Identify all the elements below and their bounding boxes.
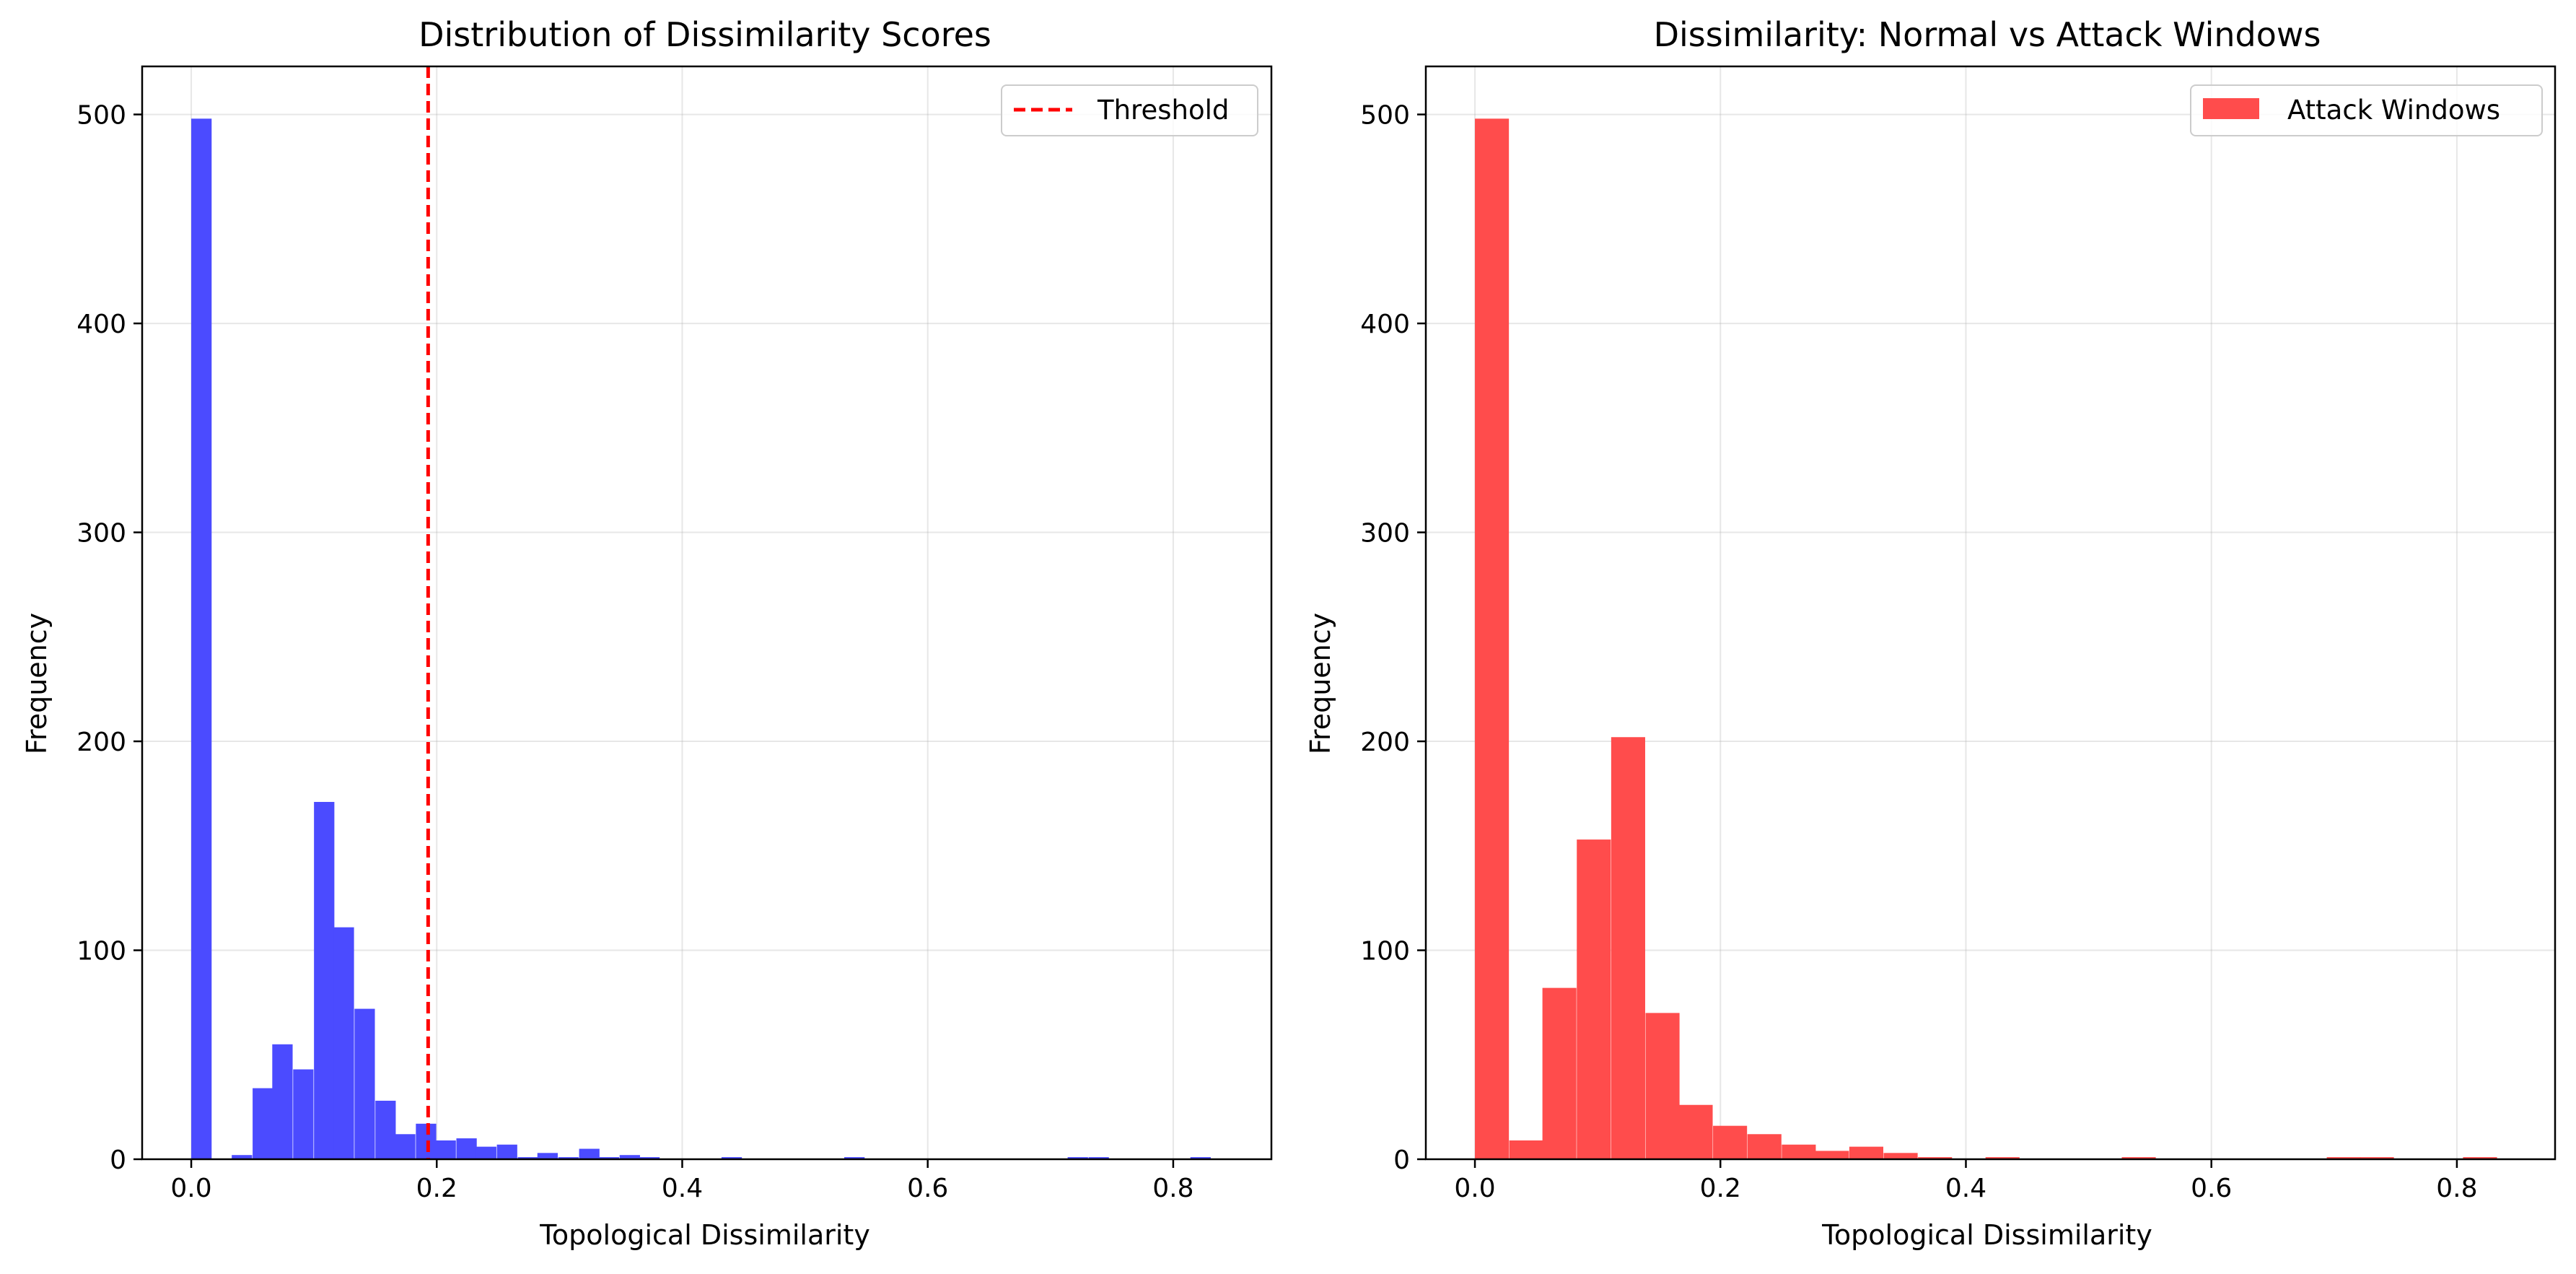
histogram-bar-17: [558, 1157, 579, 1159]
histogram-bar-9: [395, 1134, 416, 1159]
histogram-bar-8: [375, 1100, 396, 1159]
histogram-bar-7: [1713, 1125, 1748, 1159]
histogram-dissimilarity-scores: Distribution of Dissimilarity Scores 0.0…: [21, 15, 1273, 1251]
histogram-bars: [1475, 118, 2497, 1159]
histogram-bar-10: [416, 1123, 437, 1159]
histogram-bar-8: [1747, 1134, 1782, 1159]
legend-attack-swatch: [2203, 98, 2259, 119]
x-tick-label-3: 0.6: [907, 1174, 948, 1203]
x-tick-label-4: 0.8: [1152, 1174, 1193, 1203]
y-axis-label: Frequency: [1305, 613, 1336, 754]
axis-ticks: 0.0 0.2 0.4 0.6 0.8 0 100 200 300 400 500: [76, 101, 1193, 1203]
histogram-bar-17: [2360, 1157, 2394, 1159]
histogram-bar-3: [1577, 839, 1611, 1159]
histogram-bar-26: [1190, 1157, 1211, 1159]
histogram-bar-0: [1475, 118, 1510, 1159]
y-tick-label-1: 100: [1360, 937, 1410, 967]
histogram-bar-18: [579, 1148, 600, 1159]
axis-ticks: 0.0 0.2 0.4 0.6 0.8 0 100 200 300 400 500: [1360, 101, 2477, 1203]
axes-frame: [1424, 65, 2557, 1161]
chart-title: Distribution of Dissimilarity Scores: [419, 15, 991, 54]
y-axis-label: Frequency: [21, 613, 53, 754]
y-tick-label-3: 300: [1360, 519, 1410, 549]
histogram-bar-2: [253, 1088, 273, 1159]
x-tick-label-1: 0.2: [1700, 1174, 1741, 1203]
histogram-bar-12: [1883, 1153, 1918, 1159]
y-tick-label-0: 0: [1393, 1146, 1410, 1175]
histogram-bar-1: [232, 1155, 253, 1159]
histogram-bar-25: [1088, 1157, 1109, 1159]
histogram-bar-22: [721, 1157, 742, 1159]
histogram-bar-13: [476, 1146, 496, 1159]
histogram-bar-9: [1782, 1144, 1816, 1159]
histogram-bar-20: [619, 1155, 640, 1159]
x-tick-label-2: 0.4: [662, 1174, 703, 1203]
histogram-bar-2: [1542, 987, 1577, 1159]
histogram-bar-24: [1067, 1157, 1088, 1159]
histogram-bar-11: [435, 1140, 456, 1159]
x-axis-label: Topological Dissimilarity: [1821, 1219, 2152, 1251]
histogram-bar-23: [844, 1157, 865, 1159]
axes-frame: [141, 65, 1273, 1161]
histogram-bar-14: [1985, 1157, 2020, 1159]
histogram-bar-16: [2326, 1157, 2361, 1159]
histogram-normal-vs-attack: Dissimilarity: Normal vs Attack Windows …: [1305, 15, 2557, 1251]
histogram-bar-6: [1678, 1104, 1713, 1159]
x-tick-label-3: 0.6: [2191, 1174, 2232, 1203]
histogram-bar-5: [314, 801, 335, 1159]
histogram-bar-10: [1815, 1151, 1849, 1159]
histogram-bar-16: [537, 1153, 558, 1159]
histogram-bar-21: [639, 1157, 660, 1159]
x-tick-label-2: 0.4: [1945, 1174, 1986, 1203]
histogram-bar-18: [2463, 1157, 2497, 1159]
x-axis-label: Topological Dissimilarity: [539, 1219, 870, 1251]
histogram-bar-4: [1611, 737, 1645, 1159]
legend-attack-label: Attack Windows: [2287, 95, 2500, 126]
histogram-bars: [191, 118, 1211, 1159]
y-tick-label-4: 400: [1360, 310, 1410, 339]
histogram-bar-5: [1645, 1013, 1680, 1159]
histogram-bar-14: [496, 1144, 517, 1159]
histogram-bar-1: [1509, 1140, 1543, 1159]
legend: Attack Windows: [2190, 84, 2543, 136]
histogram-bar-15: [517, 1157, 538, 1159]
y-tick-label-2: 200: [1360, 728, 1410, 757]
histogram-bar-11: [1849, 1146, 1883, 1159]
histogram-bar-19: [598, 1157, 620, 1159]
legend: Threshold: [1001, 84, 1258, 136]
y-tick-label-5: 500: [1360, 101, 1410, 131]
histogram-bar-6: [333, 927, 354, 1159]
y-tick-label-0: 0: [110, 1146, 126, 1175]
x-tick-label-1: 0.2: [416, 1174, 457, 1203]
y-tick-label-2: 200: [76, 728, 126, 757]
histogram-bar-15: [2121, 1157, 2156, 1159]
y-tick-label-1: 100: [76, 937, 126, 967]
chart-title: Dissimilarity: Normal vs Attack Windows: [1654, 15, 2321, 54]
x-tick-label-4: 0.8: [2436, 1174, 2477, 1203]
legend-box: [2190, 84, 2543, 136]
histogram-bar-7: [354, 1008, 375, 1159]
legend-threshold-label: Threshold: [1097, 95, 1229, 126]
histogram-bar-4: [293, 1069, 314, 1159]
x-tick-label-0: 0.0: [170, 1174, 211, 1203]
y-tick-label-5: 500: [76, 101, 126, 131]
histogram-bar-3: [272, 1044, 293, 1159]
legend-box: [1001, 84, 1258, 136]
y-tick-label-4: 400: [76, 310, 126, 339]
histogram-bar-0: [191, 118, 212, 1159]
y-tick-label-3: 300: [76, 519, 126, 549]
histogram-bar-13: [1918, 1157, 1953, 1159]
histogram-bar-12: [456, 1138, 477, 1159]
x-tick-label-0: 0.0: [1454, 1174, 1495, 1203]
